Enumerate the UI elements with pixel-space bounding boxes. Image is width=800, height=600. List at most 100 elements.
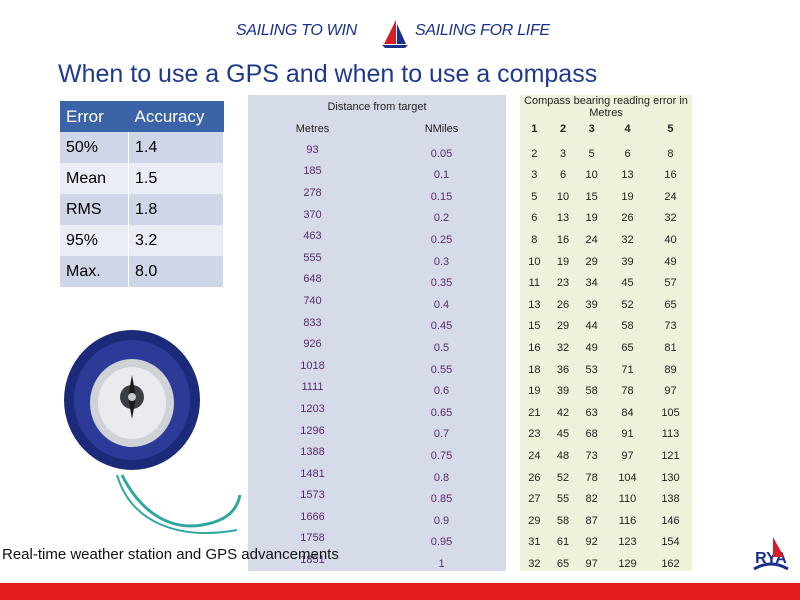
table-row: 278 0.15 5 10 15 19 24 xyxy=(248,182,692,204)
error-cell: 113 xyxy=(648,419,692,442)
bearing-col-2: 2 xyxy=(548,119,578,139)
metres-cell: 185 xyxy=(248,160,377,183)
error-cell: 18 xyxy=(520,354,549,377)
table-row: 1758 0.95 31 61 92 123 154 xyxy=(248,527,692,550)
accuracy-value: 1.8 xyxy=(128,194,224,225)
error-cell: 89 xyxy=(648,354,692,377)
error-cell: 44 xyxy=(577,311,607,334)
nmiles-header: NMiles xyxy=(377,119,506,139)
error-cell: 34 xyxy=(577,268,607,291)
error-cell: 97 xyxy=(606,441,649,463)
error-row: Max. 8.0 xyxy=(60,256,224,287)
nmiles-cell: 0.7 xyxy=(377,419,506,442)
table-row: 926 0.5 16 32 49 65 81 xyxy=(248,333,692,355)
error-cell: 82 xyxy=(577,484,607,507)
table-row: 93 0.05 2 3 5 6 8 xyxy=(248,139,692,161)
error-cell: 32 xyxy=(648,203,692,226)
metres-cell: 463 xyxy=(248,225,377,247)
error-cell: 63 xyxy=(577,398,607,420)
table-row: 648 0.35 11 23 34 45 57 xyxy=(248,268,692,291)
error-cell: 10 xyxy=(577,160,607,183)
metres-cell: 1758 xyxy=(248,527,377,550)
error-cell: 6 xyxy=(548,160,578,183)
table-row: 1666 0.9 29 58 87 116 146 xyxy=(248,506,692,528)
error-cell: 104 xyxy=(606,462,649,485)
nmiles-cell: 0.15 xyxy=(377,182,506,204)
metres-cell: 1388 xyxy=(248,441,377,463)
handheld-compass-image xyxy=(64,330,242,534)
table-row: 1018 0.55 18 36 53 71 89 xyxy=(248,354,692,377)
error-cell: 71 xyxy=(606,354,649,377)
error-cell: 32 xyxy=(520,549,549,571)
error-cell: 16 xyxy=(520,333,549,355)
error-cell: 19 xyxy=(577,203,607,226)
page-title: When to use a GPS and when to use a comp… xyxy=(58,60,598,88)
error-cell: 23 xyxy=(520,419,549,442)
error-cell: 8 xyxy=(648,139,692,161)
metres-cell: 833 xyxy=(248,311,377,334)
error-cell: 92 xyxy=(577,527,607,550)
table-row: 463 0.25 8 16 24 32 40 xyxy=(248,225,692,247)
metres-cell: 555 xyxy=(248,246,377,269)
distance-bearing-table: Distance from target Compass bearing rea… xyxy=(248,95,692,571)
error-cell: 26 xyxy=(520,462,549,485)
error-cell: 53 xyxy=(577,354,607,377)
error-accuracy-table: Error Accuracy 50% 1.4 Mean 1.5 RMS 1.8 95% 3.2… xyxy=(60,101,224,287)
error-cell: 26 xyxy=(548,290,578,312)
bearing-col-5: 5 xyxy=(648,119,692,139)
bearing-col-3: 3 xyxy=(577,119,607,139)
error-cell: 13 xyxy=(606,160,649,183)
nmiles-cell: 0.3 xyxy=(377,246,506,269)
sailboat-logo-icon xyxy=(382,20,408,48)
error-cell: 19 xyxy=(548,246,578,269)
error-cell: 154 xyxy=(648,527,692,550)
error-cell: 39 xyxy=(577,290,607,312)
error-cell: 121 xyxy=(648,441,692,463)
nmiles-cell: 0.5 xyxy=(377,333,506,355)
error-cell: 24 xyxy=(577,225,607,247)
table-row: 185 0.1 3 6 10 13 16 xyxy=(248,160,692,183)
metres-cell: 1851 xyxy=(248,549,377,571)
error-cell: 29 xyxy=(520,506,549,528)
error-cell: 21 xyxy=(520,398,549,420)
metres-cell: 648 xyxy=(248,268,377,291)
error-cell: 26 xyxy=(606,203,649,226)
error-label: Max. xyxy=(60,256,129,287)
header-banner: SAILING TO WIN SAILING FOR LIFE xyxy=(0,20,800,48)
accuracy-value: 1.4 xyxy=(128,132,224,163)
error-cell: 81 xyxy=(648,333,692,355)
nmiles-cell: 0.65 xyxy=(377,398,506,420)
error-cell: 11 xyxy=(520,268,549,291)
table-row: 370 0.2 6 13 19 26 32 xyxy=(248,203,692,226)
error-label: 50% xyxy=(60,132,129,163)
error-cell: 48 xyxy=(548,441,578,463)
table-row: 1203 0.65 21 42 63 84 105 xyxy=(248,398,692,420)
table-row: 555 0.3 10 19 29 39 49 xyxy=(248,246,692,269)
error-cell: 87 xyxy=(577,506,607,528)
error-cell: 3 xyxy=(548,139,578,161)
error-cell: 42 xyxy=(548,398,578,420)
nmiles-cell: 0.9 xyxy=(377,506,506,528)
nmiles-cell: 0.95 xyxy=(377,527,506,550)
error-cell: 36 xyxy=(548,354,578,377)
error-cell: 65 xyxy=(648,290,692,312)
bearing-header: Compass bearing reading error in Metres xyxy=(520,95,692,119)
error-cell: 8 xyxy=(520,225,549,247)
error-cell: 10 xyxy=(520,246,549,269)
metres-cell: 278 xyxy=(248,182,377,204)
nmiles-cell: 0.1 xyxy=(377,160,506,183)
error-cell: 23 xyxy=(548,268,578,291)
error-cell: 31 xyxy=(520,527,549,550)
table-row: 833 0.45 15 29 44 58 73 xyxy=(248,311,692,334)
distance-header: Distance from target xyxy=(248,95,506,119)
error-cell: 5 xyxy=(577,139,607,161)
table-row: 1481 0.8 26 52 78 104 130 xyxy=(248,462,692,485)
nmiles-cell: 0.25 xyxy=(377,225,506,247)
rya-logo-text: RYA xyxy=(755,550,787,567)
nmiles-cell: 0.45 xyxy=(377,311,506,334)
table-row: 1851 1 32 65 97 129 162 xyxy=(248,549,692,571)
error-cell: 123 xyxy=(606,527,649,550)
error-cell: 19 xyxy=(520,376,549,399)
nmiles-cell: 1 xyxy=(377,549,506,571)
nmiles-cell: 0.4 xyxy=(377,290,506,312)
